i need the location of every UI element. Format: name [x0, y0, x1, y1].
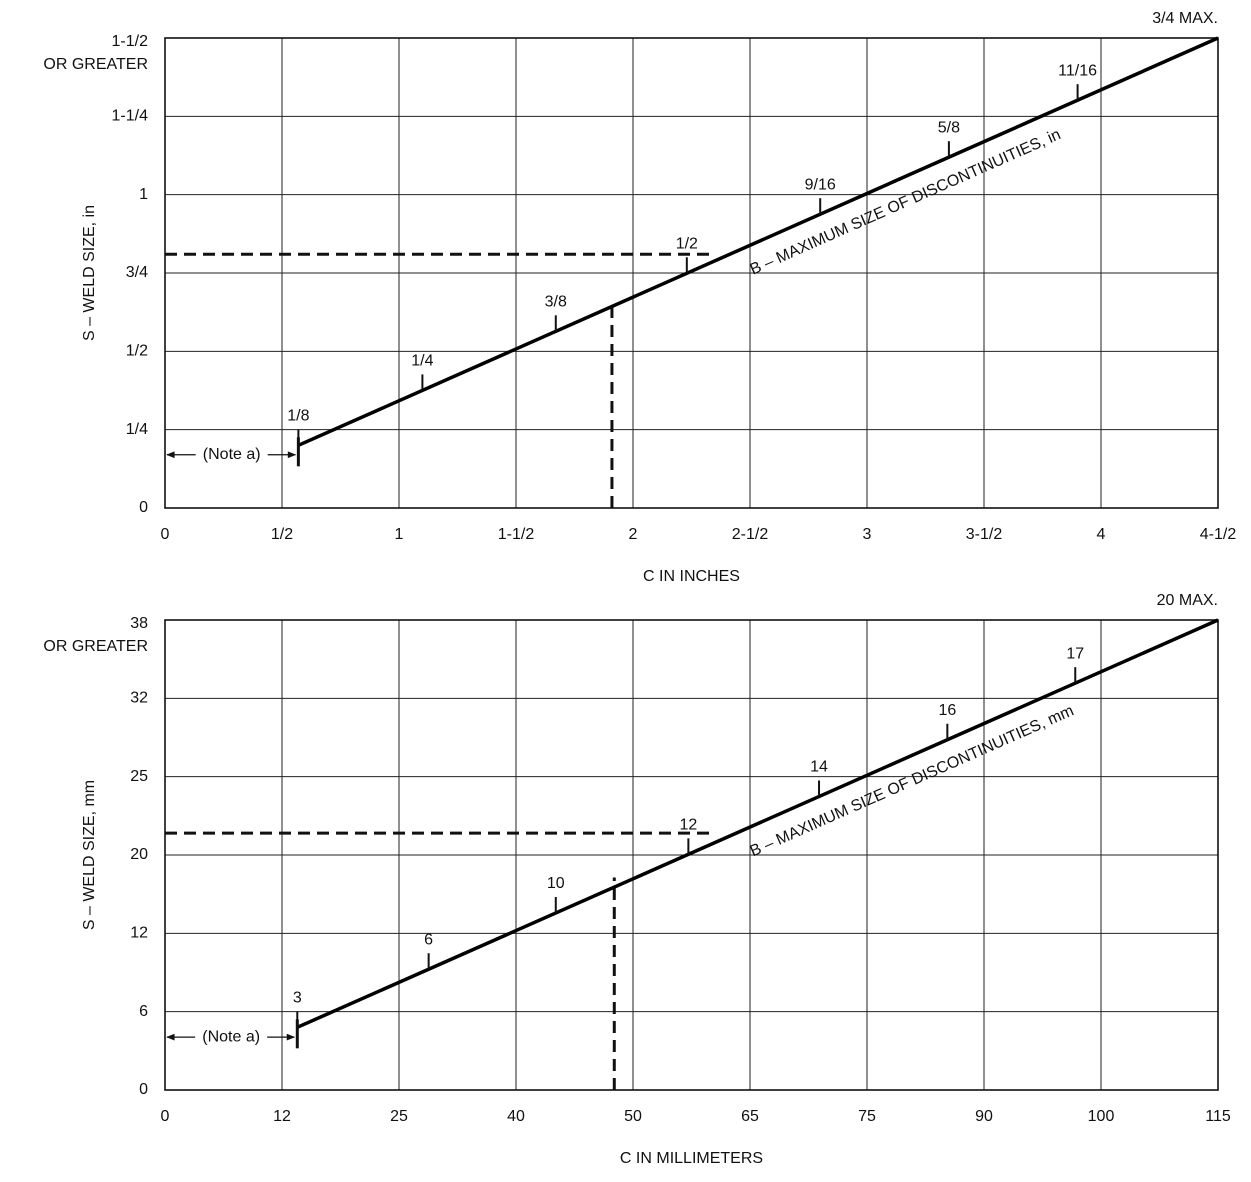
b-mark-label: 17	[1066, 645, 1084, 662]
b-mark-label: 3/8	[545, 294, 567, 311]
x-tick-label: 4	[1097, 526, 1106, 543]
b-mark-label: 12	[679, 817, 697, 834]
b-mark-label: 1/4	[411, 353, 433, 370]
y-axis-label: S – WELD SIZE, in	[81, 205, 98, 341]
x-tick-label: 1-1/2	[498, 526, 535, 543]
x-tick-label: 12	[273, 1108, 291, 1125]
y-tick-label: 20	[130, 846, 148, 863]
b-mark-label: 3	[293, 990, 302, 1007]
series-line	[297, 36, 1219, 447]
x-tick-label: 75	[858, 1108, 876, 1125]
b-mark-label: 6	[424, 931, 433, 948]
x-tick-label: 2	[629, 526, 638, 543]
y-tick-label: 1-1/4	[112, 108, 149, 125]
b-mark-label: 16	[938, 702, 956, 719]
x-axis-label: C IN MILLIMETERS	[620, 1150, 763, 1167]
y-tick-label: 1/2	[126, 343, 148, 360]
x-tick-label: 3	[863, 526, 872, 543]
b-mark-label: 3/4 MAX.	[1152, 10, 1218, 27]
note-label: (Note a)	[203, 446, 261, 463]
b-mark-label: 1/8	[287, 408, 309, 425]
b-mark-label: 9/16	[805, 176, 836, 193]
y-tick-label: 32	[130, 690, 148, 707]
note-background	[195, 1027, 268, 1048]
y-tick-note: OR GREATER	[43, 56, 148, 73]
plot-frame	[164, 619, 1219, 1091]
x-tick-label: 0	[161, 1108, 170, 1125]
plot-frame	[164, 37, 1219, 509]
x-tick-label: 50	[624, 1108, 642, 1125]
x-tick-label: 1/2	[271, 526, 293, 543]
y-tick-label: 38	[130, 615, 148, 632]
y-tick-label: 1-1/2	[112, 33, 149, 50]
y-tick-label: 6	[139, 1003, 148, 1020]
b-mark-label: 10	[547, 875, 565, 892]
y-tick-label: 1	[139, 186, 148, 203]
b-mark-label: 11/16	[1058, 62, 1097, 79]
x-tick-label: 40	[507, 1108, 525, 1125]
x-tick-label: 115	[1205, 1108, 1231, 1125]
y-tick-note: OR GREATER	[43, 638, 148, 655]
b-mark-label: 14	[810, 759, 828, 776]
y-tick-label: 3/4	[126, 264, 148, 281]
x-tick-label: 65	[741, 1108, 759, 1125]
series-label: B – MAXIMUM SIZE OF DISCONTINUITIES, in	[748, 126, 1064, 278]
x-tick-label: 1	[395, 526, 404, 543]
b-mark-label: 1/2	[676, 235, 698, 252]
series-line	[296, 618, 1219, 1029]
y-tick-label: 1/4	[126, 421, 148, 438]
b-mark-label: 5/8	[938, 119, 960, 136]
y-tick-label: 25	[130, 768, 148, 785]
series-label: B – MAXIMUM SIZE OF DISCONTINUITIES, mm	[748, 702, 1077, 860]
x-axis-label: C IN INCHES	[643, 568, 740, 585]
x-tick-label: 100	[1088, 1108, 1115, 1125]
y-axis-label: S – WELD SIZE, mm	[81, 780, 98, 930]
y-tick-label: 0	[139, 499, 148, 516]
b-mark-label: 20 MAX.	[1157, 592, 1218, 609]
x-tick-label: 4-1/2	[1200, 526, 1237, 543]
y-tick-label: 0	[139, 1081, 148, 1098]
note-background	[195, 444, 268, 465]
x-tick-label: 2-1/2	[732, 526, 769, 543]
x-tick-label: 0	[161, 526, 170, 543]
y-tick-label: 12	[130, 925, 148, 942]
x-tick-label: 90	[975, 1108, 993, 1125]
note-label: (Note a)	[202, 1028, 260, 1045]
x-tick-label: 25	[390, 1108, 408, 1125]
x-tick-label: 3-1/2	[966, 526, 1003, 543]
